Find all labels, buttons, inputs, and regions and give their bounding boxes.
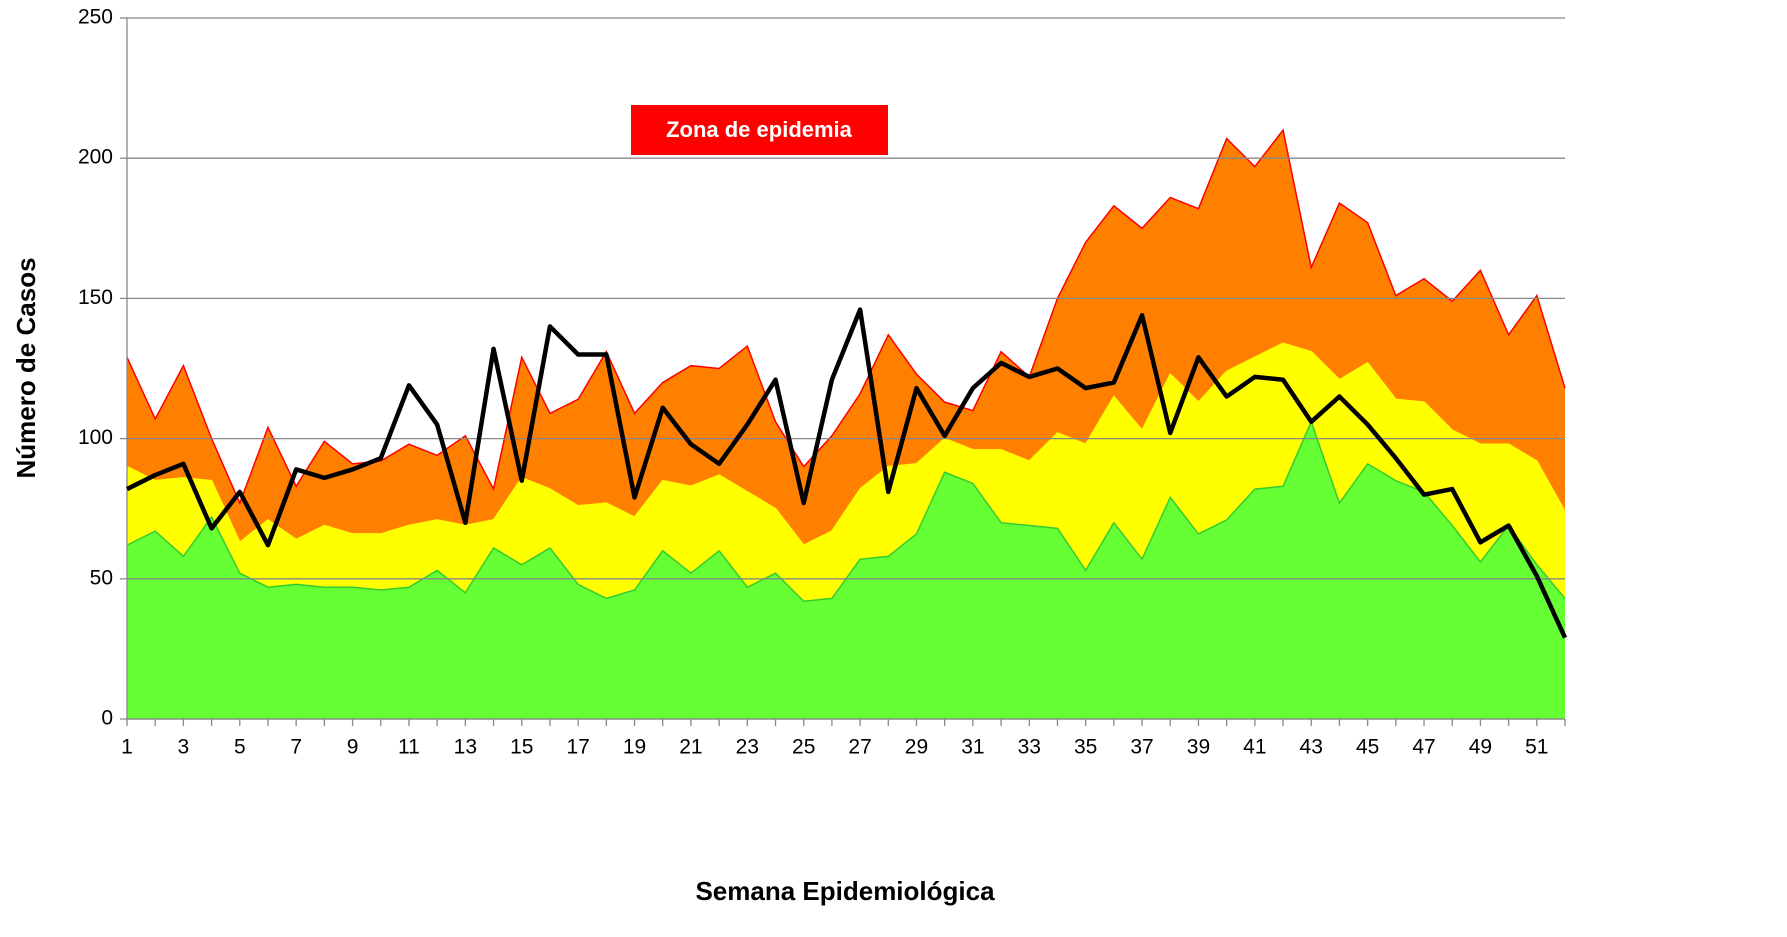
areas <box>126 128 1566 719</box>
x-tick-label: 3 <box>178 736 190 759</box>
x-tick-label: 17 <box>566 736 589 759</box>
y-tick-label: 200 <box>78 146 113 169</box>
x-tick-label: 43 <box>1300 736 1323 759</box>
x-tick-label: 49 <box>1469 736 1492 759</box>
y-tick-label: 0 <box>101 707 113 730</box>
x-tick-label: 15 <box>510 736 533 759</box>
x-tick-label: 19 <box>623 736 646 759</box>
y-tick-label: 50 <box>90 566 113 589</box>
x-tick-label: 7 <box>290 736 302 759</box>
area-edge <box>126 342 1566 547</box>
x-tick-label: 35 <box>1074 736 1097 759</box>
y-axis-title: Número de Casos <box>11 257 41 478</box>
area <box>127 421 1565 719</box>
x-tick-label: 11 <box>398 736 420 759</box>
x-tick-label: 47 <box>1412 736 1435 759</box>
y-tick-label: 100 <box>78 426 113 449</box>
y-tick-label: 150 <box>78 286 113 309</box>
x-tick-label: 31 <box>961 736 984 759</box>
x-tick-label: 27 <box>848 736 871 759</box>
x-tick-label: 25 <box>792 736 815 759</box>
x-tick-label: 5 <box>234 736 246 759</box>
x-tick-label: 37 <box>1130 736 1153 759</box>
x-tick-label: 39 <box>1187 736 1210 759</box>
y-tick-label: 250 <box>78 6 113 29</box>
x-tick-label: 9 <box>347 736 359 759</box>
annotation: Zona de epidemia <box>666 117 853 142</box>
x-axis-title: Semana Epidemiológica <box>695 876 995 906</box>
x-tick-label: 23 <box>736 736 759 759</box>
x-tick-label: 33 <box>1018 736 1041 759</box>
x-tick-label: 41 <box>1243 736 1266 759</box>
x-tick-label: 29 <box>905 736 928 759</box>
annotation-box <box>631 105 888 155</box>
x-tick-label: 51 <box>1525 736 1548 759</box>
line <box>125 307 1568 639</box>
x-tick-label: 1 <box>121 736 133 759</box>
x-tick-label: 45 <box>1356 736 1379 759</box>
x-tick-label: 21 <box>679 736 702 759</box>
x-tick-label: 13 <box>454 736 477 759</box>
